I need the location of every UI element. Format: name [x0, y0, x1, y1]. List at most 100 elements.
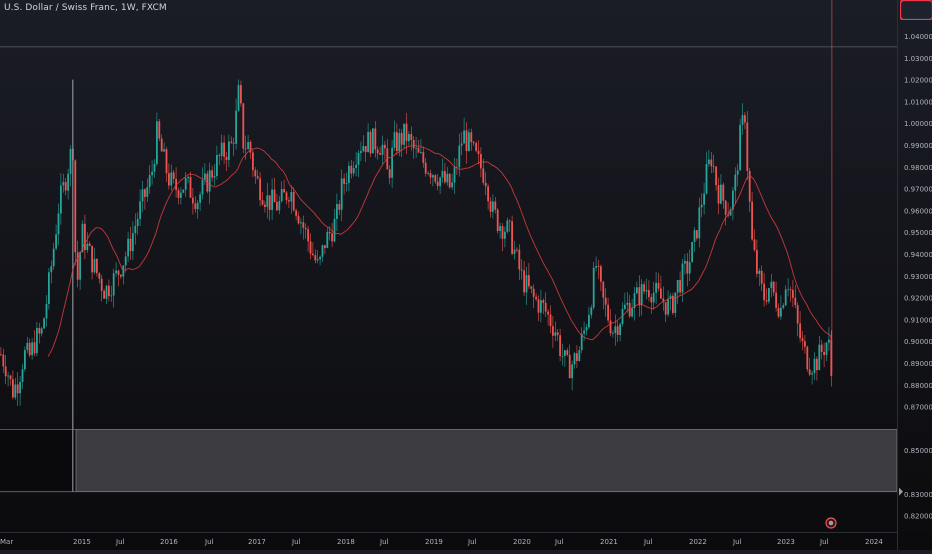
candle-body — [403, 123, 405, 145]
candle-body — [302, 222, 305, 228]
candle-body — [753, 239, 756, 251]
candle-body — [715, 166, 717, 186]
candle-body — [813, 358, 816, 374]
candle-body — [607, 304, 609, 321]
candle-body — [184, 177, 187, 190]
candle-body — [0, 354, 2, 356]
candle-body — [688, 262, 691, 274]
candle-body — [393, 132, 396, 148]
candle-body — [511, 221, 513, 254]
candle-body — [136, 218, 139, 226]
candle-body — [237, 85, 240, 111]
candle-body — [38, 327, 41, 334]
y-tick-label: 0.85000 — [904, 447, 932, 455]
candle-body — [288, 200, 290, 202]
candle-body — [595, 266, 597, 268]
candle-body — [520, 269, 523, 271]
candle-body — [12, 379, 14, 398]
candle-body — [333, 218, 336, 242]
candle-body — [422, 152, 425, 163]
candle-body — [760, 270, 763, 284]
candle-body — [9, 375, 12, 380]
x-tick-label: Jul — [115, 538, 125, 546]
candle-body — [453, 167, 456, 183]
candle-body — [720, 184, 722, 204]
candle-body — [64, 182, 67, 191]
candle-body — [633, 293, 636, 309]
candle-body — [146, 187, 149, 197]
candle-body — [820, 344, 823, 352]
candle-body — [268, 195, 271, 210]
candle-body — [636, 287, 638, 294]
candle-body — [398, 133, 401, 152]
x-tick-label: Jul — [379, 538, 389, 546]
candle-body — [396, 132, 398, 152]
candle-body — [439, 177, 441, 187]
candle-body — [33, 342, 36, 354]
candle-body — [127, 238, 129, 257]
candle-body — [600, 266, 602, 282]
candle-body — [285, 192, 288, 201]
candle-body — [2, 354, 5, 367]
candle-body — [124, 256, 127, 266]
candle-body — [400, 133, 403, 145]
candle-body — [823, 351, 825, 355]
candle-body — [69, 148, 72, 174]
candle-body — [235, 110, 237, 144]
event-marker-dot — [828, 520, 834, 526]
candle-body — [566, 350, 569, 355]
candle-body — [561, 355, 564, 357]
x-axis-band — [0, 532, 932, 550]
candle-body — [120, 274, 122, 277]
candle-body — [259, 178, 261, 201]
candle-body — [55, 234, 57, 249]
candle-body — [242, 103, 245, 149]
candle-body — [283, 189, 285, 193]
candle-body — [789, 289, 792, 291]
candle-body — [376, 149, 379, 154]
candle-body — [160, 138, 163, 152]
candle-body — [772, 281, 775, 293]
y-tick-label: 1.01000 — [904, 98, 932, 106]
candle-body — [585, 327, 588, 331]
candle-body — [619, 324, 621, 335]
candle-body — [609, 320, 612, 334]
candle-body — [28, 342, 31, 356]
candle-body — [590, 307, 593, 315]
candle-body — [316, 259, 319, 261]
chart-settings-button[interactable] — [901, 1, 932, 19]
candle-body — [482, 168, 485, 183]
y-tick-label: 1.00000 — [904, 120, 932, 128]
candle-body — [484, 182, 487, 187]
y-tick-label: 0.98000 — [904, 164, 932, 172]
candle-body — [384, 144, 386, 149]
candle-body — [446, 173, 449, 183]
candle-body — [727, 214, 729, 216]
candle-body — [16, 384, 19, 394]
candle-body — [158, 121, 161, 139]
candle-body — [583, 330, 585, 334]
candle-body — [254, 170, 257, 177]
candle-body — [345, 183, 348, 184]
candle-body — [559, 335, 561, 357]
candle-body — [141, 189, 144, 202]
candle-body — [712, 166, 715, 167]
candle-body — [604, 297, 607, 305]
candle-body — [741, 115, 744, 125]
candle-body — [537, 299, 540, 313]
candle-body — [336, 204, 338, 219]
candle-body — [487, 186, 489, 202]
candle-body — [799, 323, 801, 339]
candle-body — [379, 153, 381, 155]
zone-arrow — [899, 487, 903, 496]
candle-body — [415, 147, 417, 149]
candle-body — [165, 149, 168, 174]
candle-body — [163, 149, 165, 152]
candle-body — [693, 230, 696, 243]
candle-body — [26, 342, 29, 351]
candle-body — [117, 270, 120, 275]
candle-body — [667, 298, 669, 315]
candle-body — [201, 179, 204, 195]
candle-body — [204, 173, 206, 180]
